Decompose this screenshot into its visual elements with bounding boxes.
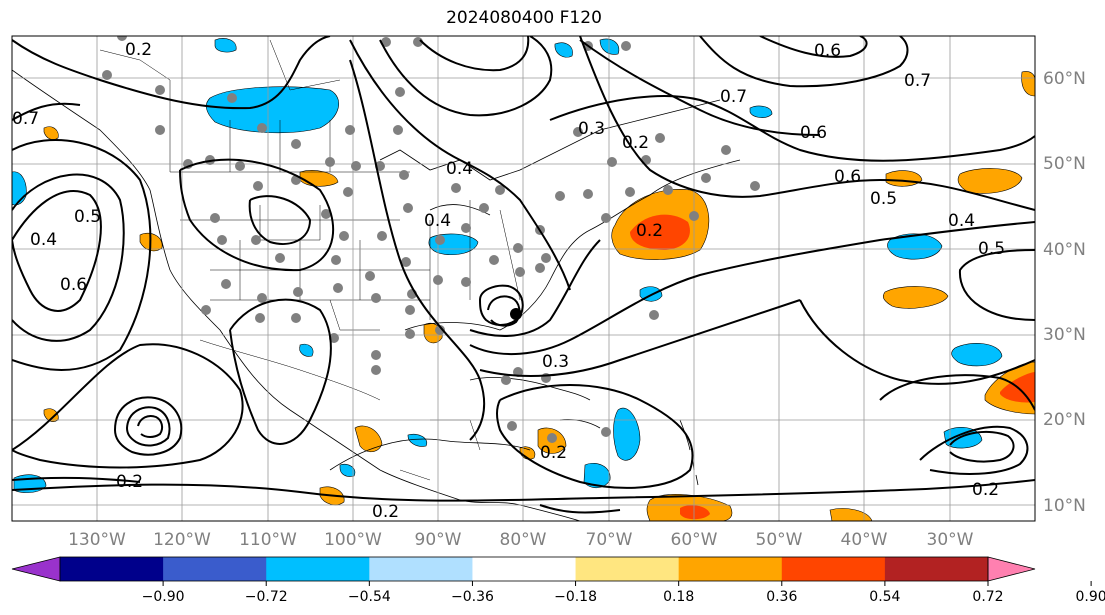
longitude-labels: 130°W 120°W 110°W 100°W 90°W 80°W 70°W 6… [68,530,974,550]
lon-label: 70°W [586,530,633,550]
contour-label: 0.2 [972,480,999,500]
colorbar-swatch [266,557,370,581]
station-dots [102,36,760,443]
colorbar-tick-labels: −0.90 −0.72 −0.54 −0.36 −0.18 0.18 0.36 0.54 0.7… [142,581,1105,605]
contour-label: 0.5 [978,239,1005,259]
colorbar-swatch [575,557,680,581]
contour-label: 0.3 [542,352,569,372]
colorbar-tick-label: −0.18 [554,589,597,605]
lon-label: 30°W [927,530,974,550]
contour-lines [12,36,1035,514]
colorbar-outline [59,556,989,582]
colorbar-tick-label: −0.72 [245,589,288,605]
colorbar-swatch [781,557,886,581]
colorbar-tick-label: 0.54 [869,589,900,605]
contour-label: 0.2 [116,472,143,492]
lon-label: 130°W [68,530,126,550]
colorbar-swatch [884,557,989,581]
lat-label: 40°N [1043,240,1086,260]
shaded-anomalies [12,38,1035,521]
colorbar-swatch [678,557,783,581]
contour-label: 0.2 [372,502,399,522]
contour-label: 0.7 [12,109,39,129]
map-title: 2024080400 F120 [446,8,602,28]
coastlines [12,69,741,521]
lat-label: 10°N [1043,496,1086,516]
colorbar [11,556,1036,582]
colorbar-tick-label: −0.36 [451,589,494,605]
colorbar-tick-label: 0.90 [1076,589,1105,605]
contour-label: 0.5 [74,207,101,227]
lat-label: 60°N [1043,69,1086,89]
lat-label: 30°N [1043,325,1086,345]
contour-label: 0.4 [424,211,451,231]
colorbar-extend-low [11,556,61,582]
contour-label: 0.6 [60,275,87,295]
contour-label: 0.3 [578,119,605,139]
map-background [12,36,1035,521]
contour-label: 0.2 [125,40,152,60]
colorbar-swatch [60,557,164,581]
contour-label: 0.6 [800,123,827,143]
lon-label: 90°W [415,530,462,550]
lat-label: 50°N [1043,154,1086,174]
contour-label: 0.2 [540,443,567,463]
contour-label: 0.2 [636,221,663,241]
contour-label: 0.7 [904,71,931,91]
lon-label: 120°W [153,530,211,550]
contour-label: 0.4 [30,230,57,250]
lon-label: 60°W [671,530,718,550]
contour-labels: 0.2 0.2 0.2 0.2 0.2 0.3 0.3 0.4 0.4 0.4 … [12,40,1005,522]
contour-label: 0.6 [814,41,841,61]
lon-label: 100°W [324,530,382,550]
contour-label: 0.4 [948,211,975,231]
lon-label: 110°W [239,530,297,550]
colorbar-swatch [472,557,577,581]
colorbar-tick-label: −0.54 [348,589,391,605]
lat-label: 20°N [1043,410,1086,430]
colorbar-swatch [163,557,267,581]
storm-center-icon [510,308,522,320]
colorbar-extend-high [987,556,1036,582]
contour-label: 0.5 [870,189,897,209]
lon-label: 40°W [841,530,888,550]
latitude-labels: 60°N 50°N 40°N 30°N 20°N 10°N [1043,69,1086,516]
colorbar-tick-label: 0.18 [663,589,694,605]
colorbar-tick-label: 0.36 [766,589,797,605]
colorbar-tick-label: 0.72 [972,589,1003,605]
colorbar-tick-label: −0.90 [142,589,185,605]
colorbar-swatch [369,557,473,581]
contour-label: 0.4 [446,159,473,179]
lat-lon-grid [12,36,1035,521]
map-frame [11,35,1036,522]
contour-label: 0.7 [720,87,747,107]
lon-label: 50°W [756,530,803,550]
lon-label: 80°W [500,530,547,550]
contour-label: 0.2 [622,133,649,153]
contour-label: 0.6 [834,167,861,187]
